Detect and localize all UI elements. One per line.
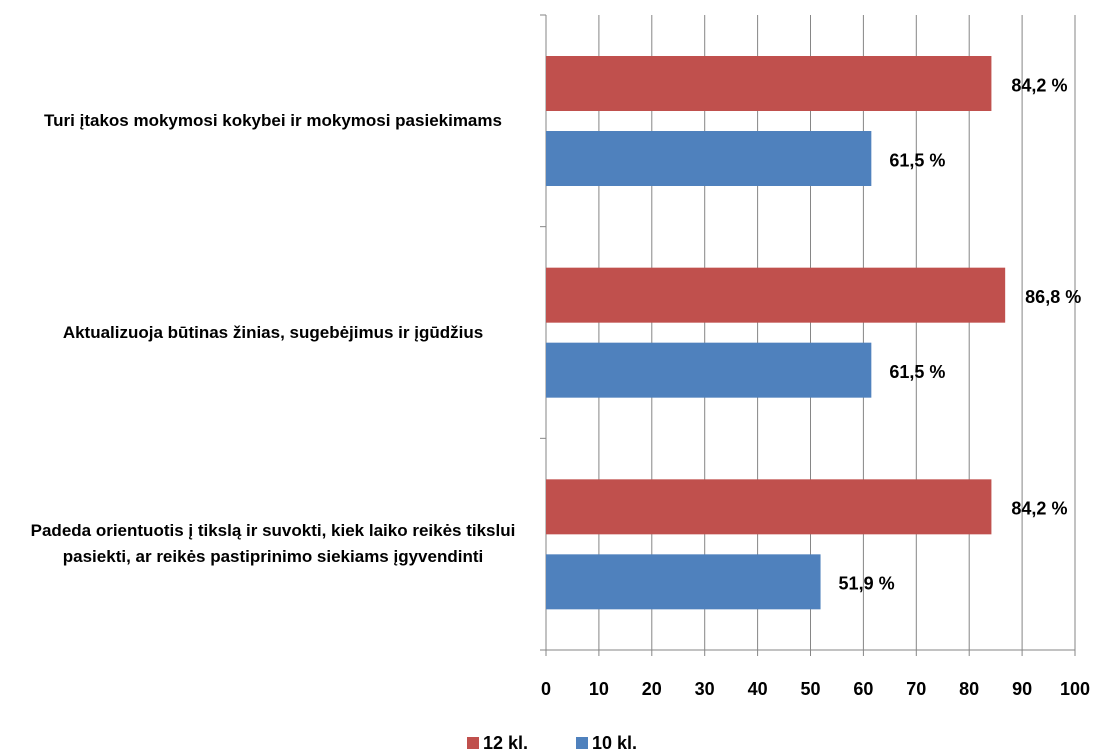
category-label: Padeda orientuotis į tikslą ir suvokti, … xyxy=(30,521,516,567)
value-label: 51,9 % xyxy=(839,574,895,594)
legend-label: 12 kl. xyxy=(483,733,528,753)
bar xyxy=(546,479,992,535)
value-label: 61,5 % xyxy=(889,150,945,170)
category-label: Aktualizuoja būtinas žinias, sugebėjimus… xyxy=(62,322,484,342)
legend-label: 10 kl. xyxy=(592,733,637,753)
x-tick-label: 40 xyxy=(748,679,768,699)
bar xyxy=(546,267,1006,323)
x-tick-label: 60 xyxy=(853,679,873,699)
x-tick-label: 0 xyxy=(541,679,551,699)
value-label: 61,5 % xyxy=(889,362,945,382)
x-tick-label: 100 xyxy=(1060,679,1090,699)
bar xyxy=(546,56,992,111)
value-label: 84,2 % xyxy=(1011,75,1067,95)
bar xyxy=(546,554,821,610)
bar xyxy=(546,131,872,186)
category-label: Turi įtakos mokymosi kokybei ir mokymosi… xyxy=(44,110,502,130)
x-tick-label: 10 xyxy=(589,679,609,699)
legend-swatch xyxy=(467,737,479,749)
x-tick-label: 50 xyxy=(800,679,820,699)
value-label: 84,2 % xyxy=(1011,499,1067,519)
x-tick-label: 20 xyxy=(642,679,662,699)
legend-swatch xyxy=(576,737,588,749)
x-tick-label: 30 xyxy=(695,679,715,699)
bar xyxy=(546,342,872,398)
x-tick-label: 70 xyxy=(906,679,926,699)
x-tick-label: 90 xyxy=(1012,679,1032,699)
value-label: 86,8 % xyxy=(1025,287,1081,307)
x-tick-label: 80 xyxy=(959,679,979,699)
